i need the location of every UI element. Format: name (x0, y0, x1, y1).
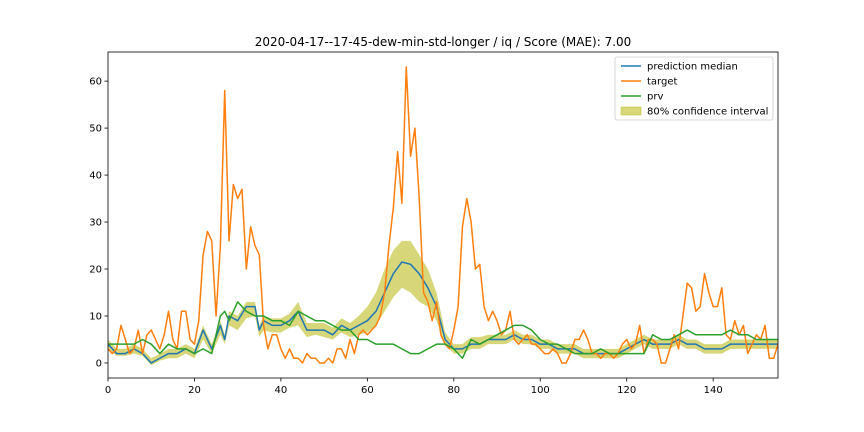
legend-item-prv: prv (621, 92, 663, 103)
x-tick-label: 40 (275, 385, 288, 396)
legend-label-target: target (647, 77, 677, 88)
series-line-prediction (108, 261, 778, 364)
legend-swatch-ci (620, 106, 642, 116)
x-tick-label: 20 (188, 385, 201, 396)
y-tick-label: 0 (96, 358, 102, 369)
x-tick-label: 60 (361, 385, 374, 396)
legend-label-prediction: prediction median (647, 62, 738, 73)
legend-box (614, 56, 774, 121)
y-tick-label: 20 (89, 265, 102, 276)
x-tick-label: 0 (105, 385, 111, 396)
axes-frame (107, 51, 779, 379)
x-tick-label: 140 (704, 385, 723, 396)
legend-item-prediction: prediction median (621, 62, 738, 73)
legend: prediction median target prv 80% confidence… (614, 56, 774, 121)
x-tick-label: 120 (617, 385, 636, 396)
x-tick-label: 100 (531, 385, 550, 396)
chart-title: 2020-04-17--17-45-dew-min-std-longer / i… (255, 35, 632, 49)
x-tick-label: 80 (447, 385, 460, 396)
series-line-target (108, 66, 778, 364)
y-tick-label: 40 (89, 171, 102, 182)
y-tick-label: 30 (89, 218, 102, 229)
legend-label-ci: 80% confidence interval (647, 107, 768, 118)
axes: 0 20 40 60 80 100 120 140 0 10 20 30 40 50 60 (89, 51, 779, 396)
legend-item-ci: 80% confidence interval (620, 106, 768, 118)
legend-item-target: target (621, 77, 677, 88)
y-tick-label: 10 (89, 311, 102, 322)
plot-marks (108, 66, 778, 366)
y-tick-label: 60 (89, 77, 102, 88)
series-line-prv (108, 301, 778, 360)
legend-label-prv: prv (647, 92, 663, 103)
y-tick-label: 50 (89, 124, 102, 135)
plot-area (108, 66, 778, 366)
